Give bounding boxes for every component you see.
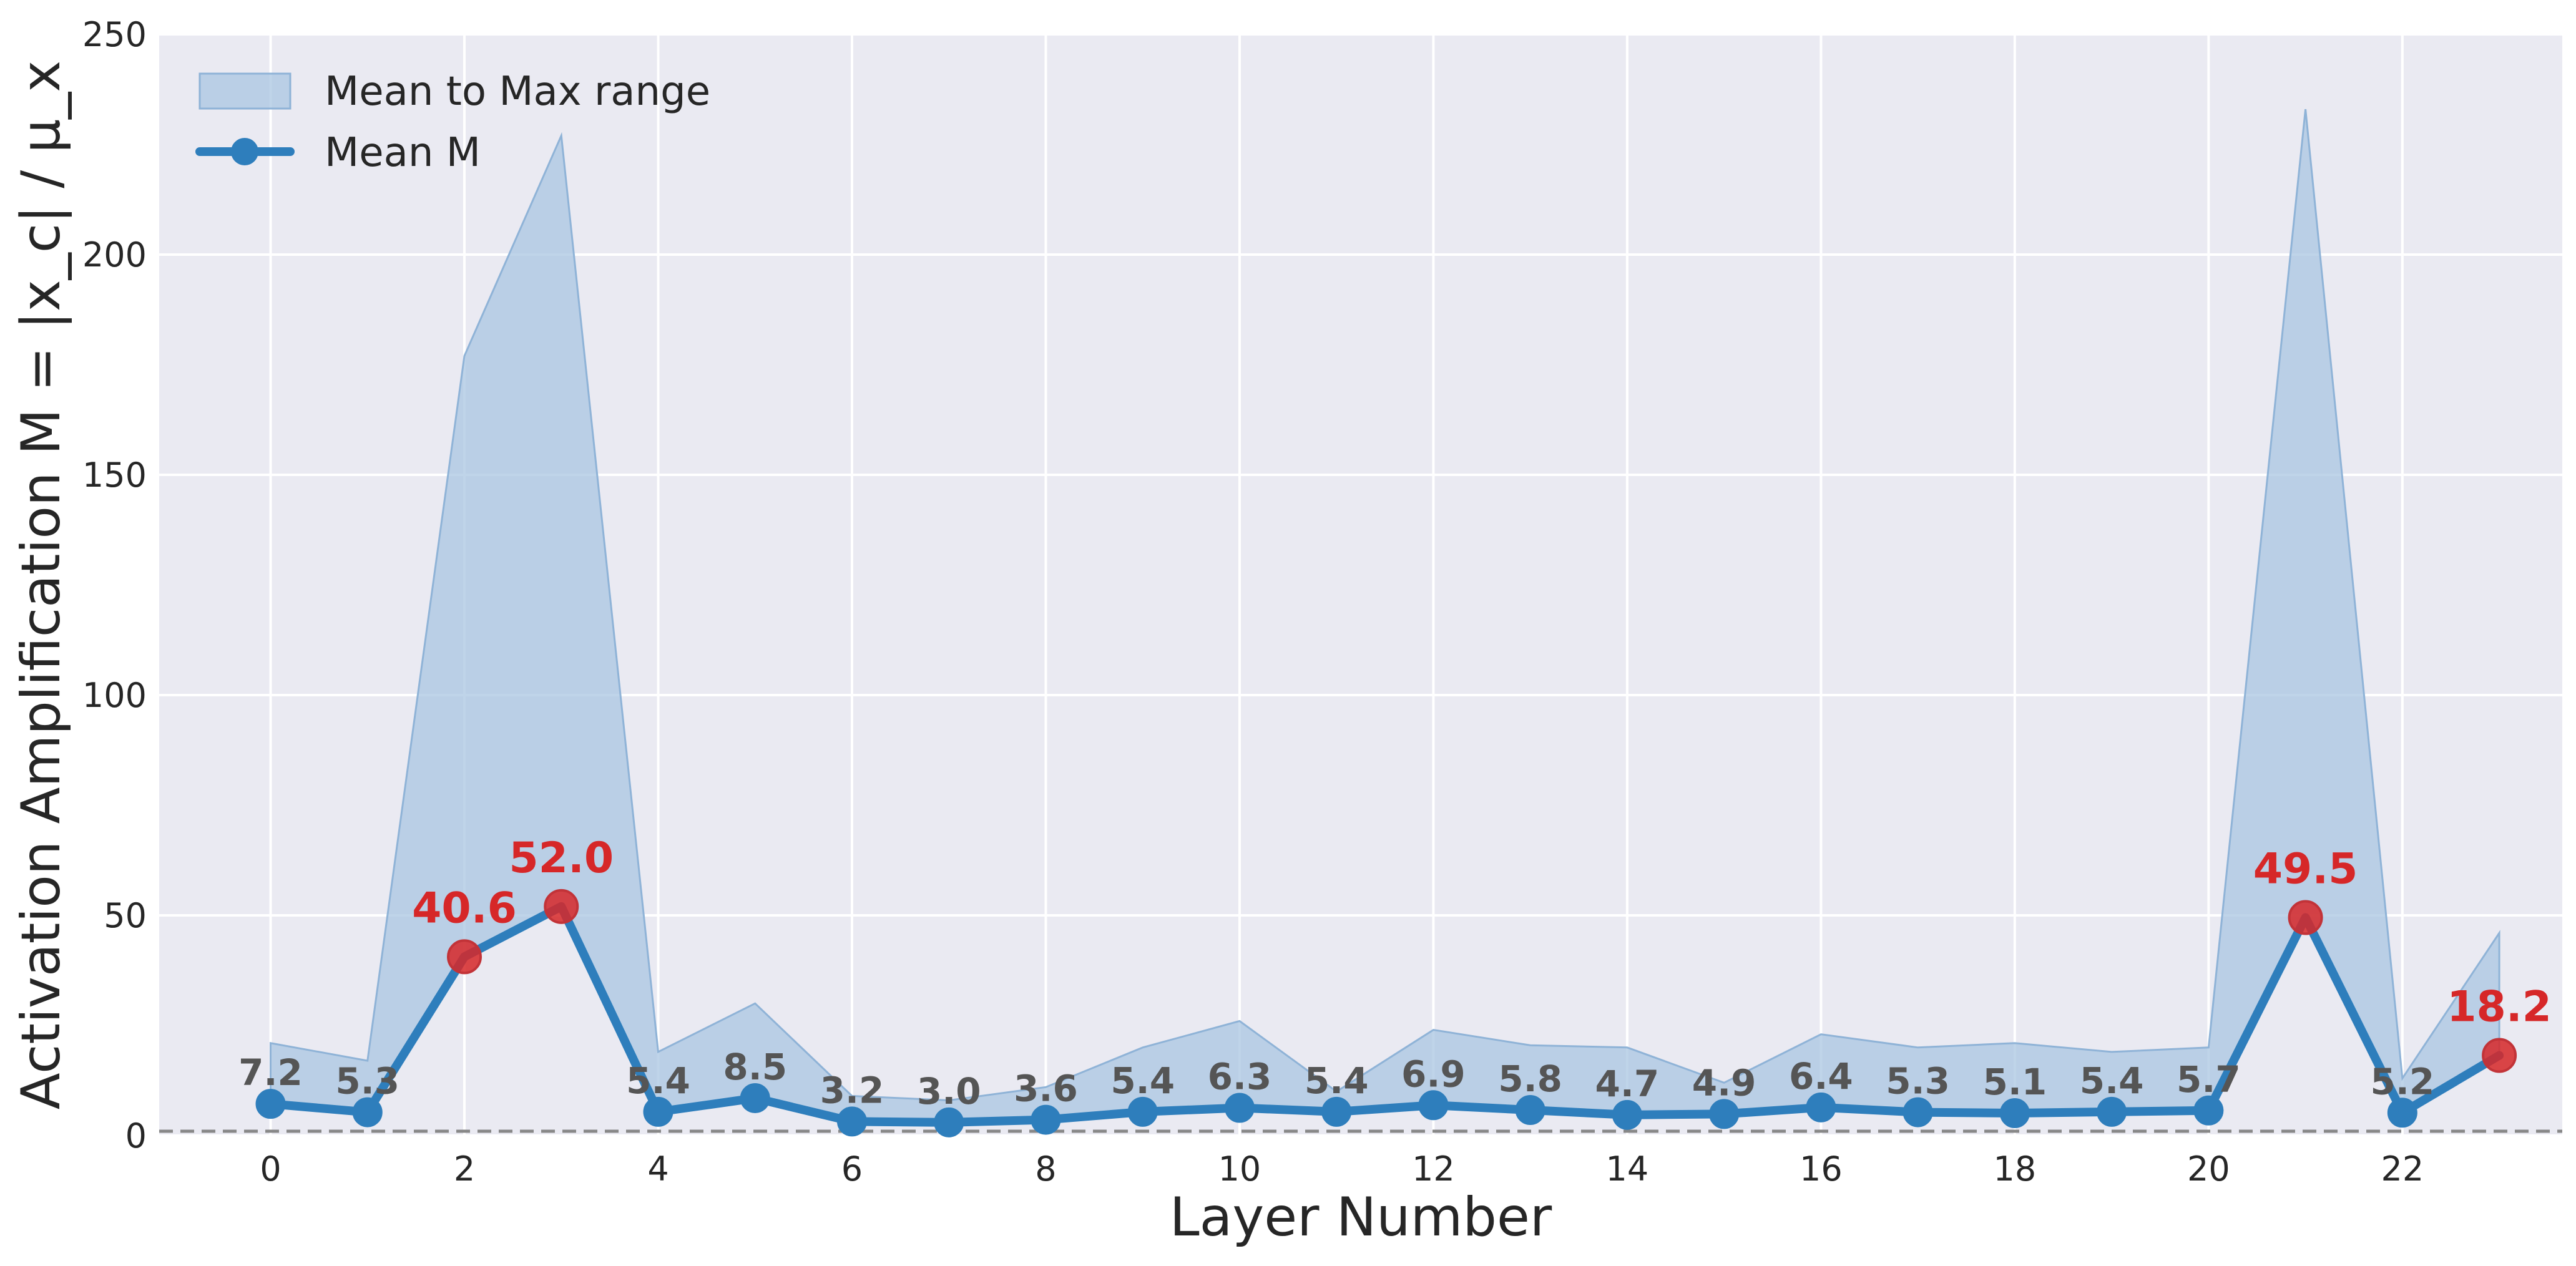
- x-tick-label: 16: [1800, 1149, 1843, 1189]
- mean-marker: [934, 1107, 964, 1137]
- legend-label-range: Mean to Max range: [325, 69, 710, 115]
- mean-marker: [1999, 1098, 2030, 1128]
- mean-marker: [1031, 1104, 1061, 1135]
- data-label: 8.5: [723, 1046, 787, 1088]
- mean-marker: [2193, 1095, 2224, 1126]
- value-label-layer: 7.2 5.3 40.652.0 5.4 8.5 3.2 3.0 3.6 5.4 6.3 5.4 6.…: [238, 834, 2552, 1113]
- x-tick-labels: 0 2 4 6 8 10 12 14 16 18 20 22: [260, 1149, 2424, 1189]
- y-tick-label: 0: [125, 1116, 147, 1156]
- x-tick-label: 10: [1218, 1149, 1261, 1189]
- y-axis-title: Activation Amplification M = |x_c| / μ_x: [10, 61, 72, 1109]
- data-label: 5.1: [1983, 1061, 2047, 1103]
- data-label: 6.3: [1208, 1056, 1272, 1098]
- data-label: 5.4: [1110, 1059, 1175, 1102]
- mean-m-line: [266, 902, 2504, 1127]
- mean-marker: [1127, 1096, 1158, 1127]
- marker-layer: [255, 889, 2517, 1137]
- mean-marker: [1612, 1099, 1642, 1130]
- data-label: 5.2: [2370, 1060, 2434, 1103]
- x-tick-label: 20: [2187, 1149, 2230, 1189]
- data-label: 5.4: [2080, 1059, 2144, 1102]
- data-label: 6.4: [1789, 1055, 1853, 1098]
- highlighted-marker: [544, 889, 579, 924]
- data-label: 18.2: [2447, 983, 2552, 1032]
- data-label: 5.7: [2177, 1058, 2241, 1101]
- data-label: 5.4: [1305, 1059, 1369, 1102]
- y-tick-label: 250: [82, 15, 147, 54]
- series-line-layer: [266, 902, 2504, 1127]
- mean-marker: [1515, 1095, 1545, 1126]
- mean-marker: [1321, 1096, 1352, 1127]
- mean-marker: [255, 1089, 286, 1119]
- mean-marker: [1224, 1093, 1255, 1123]
- data-label: 40.6: [412, 884, 517, 933]
- mean-marker: [740, 1083, 770, 1113]
- x-axis-title: Layer Number: [1170, 1186, 1552, 1249]
- data-label: 3.2: [820, 1069, 884, 1111]
- highlighted-marker: [2482, 1038, 2517, 1073]
- data-label: 3.6: [1014, 1068, 1078, 1110]
- y-tick-label: 200: [82, 235, 147, 275]
- legend-swatch-range: [198, 72, 291, 110]
- data-label: 7.2: [238, 1051, 303, 1094]
- x-tick-label: 2: [454, 1149, 475, 1189]
- y-tick-labels: 0 50 100 150 200 250: [82, 15, 147, 1156]
- highlighted-marker: [2288, 900, 2323, 935]
- y-tick-label: 150: [82, 455, 147, 495]
- legend-label-mean: Mean M: [325, 130, 481, 176]
- mean-marker: [643, 1096, 673, 1127]
- data-label: 4.7: [1595, 1063, 1660, 1105]
- x-tick-label: 12: [1412, 1149, 1455, 1189]
- x-tick-label: 4: [647, 1149, 668, 1189]
- mean-marker: [1903, 1097, 1933, 1127]
- legend-swatch-mean-marker: [231, 138, 258, 165]
- x-tick-label: 14: [1606, 1149, 1649, 1189]
- legend: Mean to Max range Mean M: [195, 69, 710, 176]
- mean-marker: [2097, 1096, 2127, 1127]
- highlighted-marker: [447, 939, 482, 975]
- mean-marker: [1418, 1090, 1449, 1121]
- data-label: 5.4: [626, 1059, 690, 1102]
- mean-marker: [352, 1097, 383, 1127]
- data-label: 5.8: [1498, 1058, 1562, 1100]
- data-label: 49.5: [2253, 845, 2358, 894]
- data-label: 5.3: [1886, 1060, 1950, 1103]
- x-tick-label: 0: [260, 1149, 281, 1189]
- mean-marker: [1709, 1099, 1740, 1129]
- data-label: 52.0: [509, 834, 614, 883]
- mean-marker: [836, 1106, 867, 1137]
- y-tick-label: 100: [82, 676, 147, 715]
- data-label: 6.9: [1401, 1053, 1466, 1095]
- data-label: 5.3: [335, 1060, 399, 1103]
- mean-marker: [1806, 1092, 1836, 1122]
- x-tick-label: 22: [2381, 1149, 2424, 1189]
- x-tick-label: 6: [841, 1149, 863, 1189]
- mean-marker: [2387, 1098, 2417, 1128]
- x-tick-label: 18: [1994, 1149, 2037, 1189]
- data-label: 4.9: [1692, 1061, 1756, 1104]
- data-label: 3.0: [917, 1070, 981, 1113]
- y-tick-label: 50: [104, 896, 147, 935]
- x-tick-label: 8: [1035, 1149, 1056, 1189]
